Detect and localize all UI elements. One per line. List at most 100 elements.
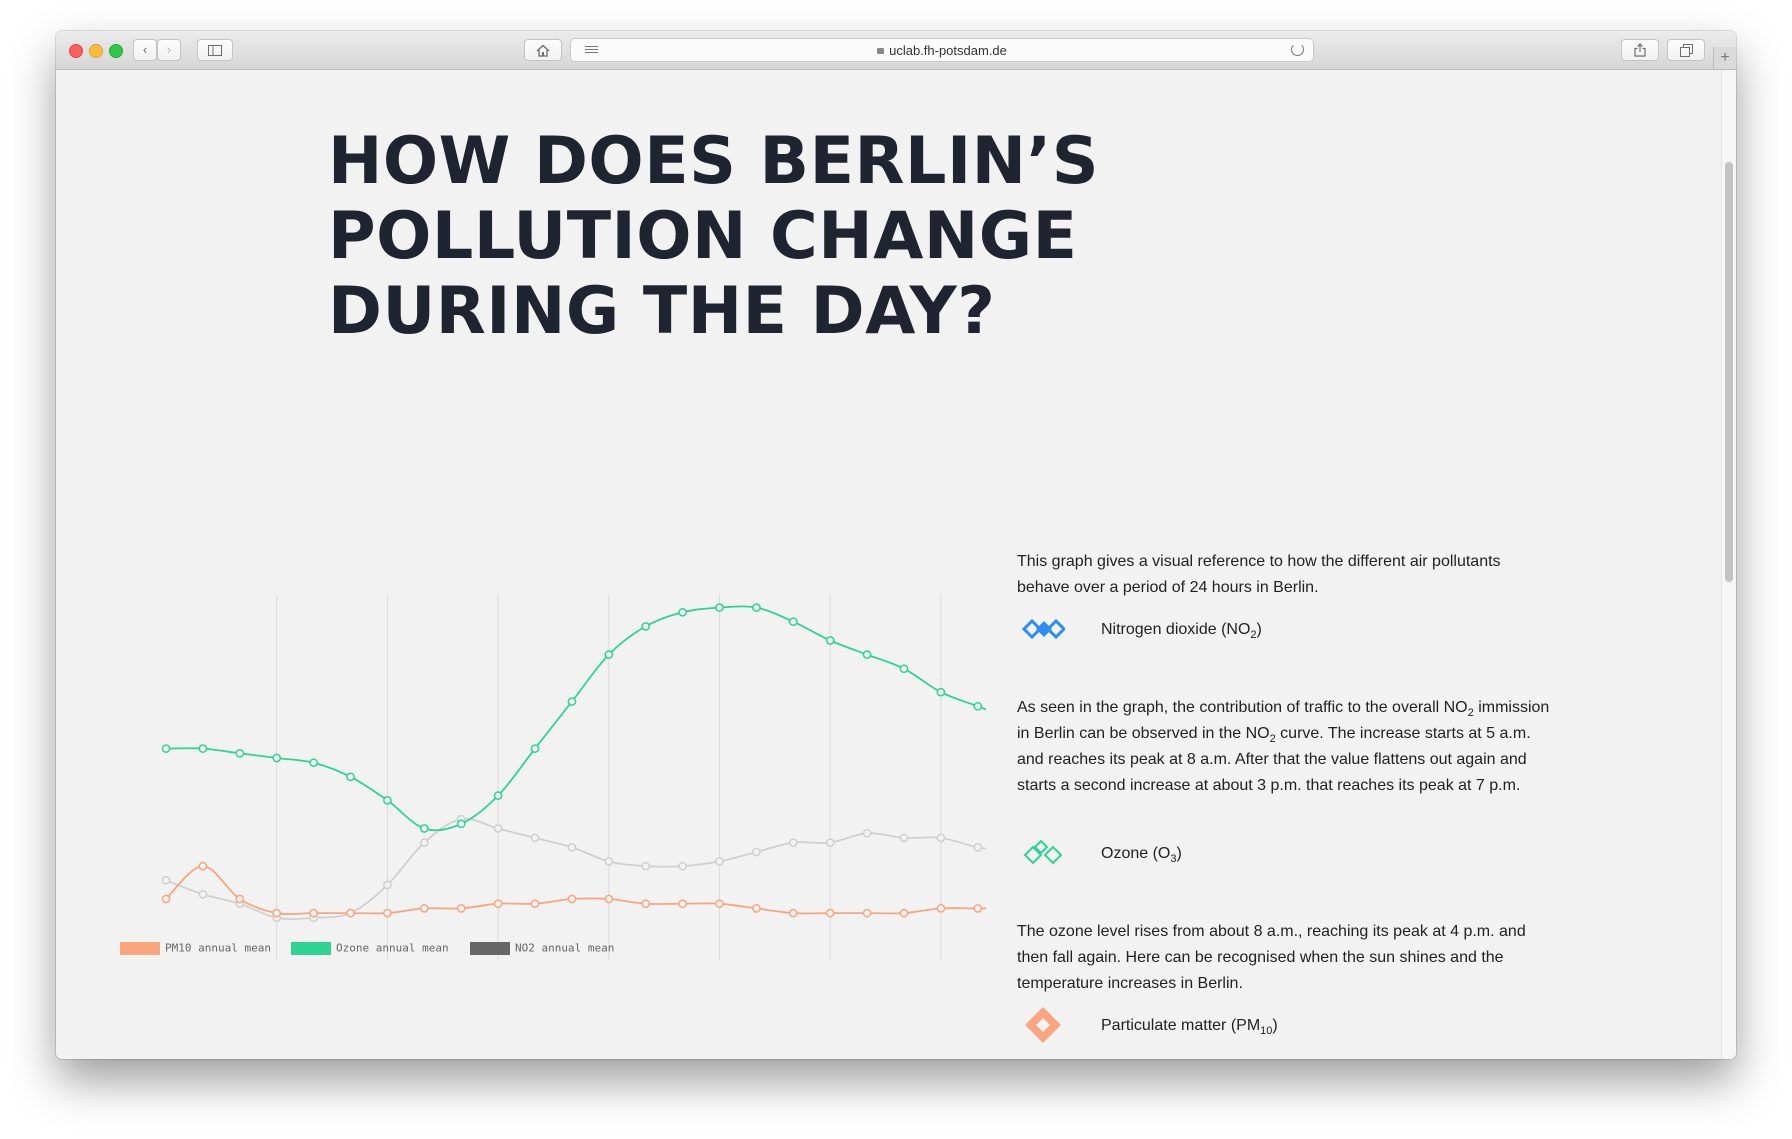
data-point-no2 [161,875,171,885]
data-point-pm10 [493,899,503,909]
data-point-no2 [973,842,983,852]
data-point-pm10 [383,908,392,918]
home-button[interactable] [524,39,562,61]
data-point-no2 [752,847,761,857]
data-point-pm10 [567,894,577,904]
chevron-right-icon: › [166,42,172,57]
data-point-ozone [936,687,946,697]
ozone-description: The ozone level rises from about 8 a.m.,… [1017,923,1526,992]
data-point-no2 [198,889,208,899]
back-button[interactable]: ‹ [133,39,157,61]
data-point-ozone [272,753,282,763]
data-point-pm10 [456,904,466,913]
page-content: HOW DOES BERLIN’S POLLUTION CHANGE DURIN… [56,70,1736,1059]
pollutant-label-no2: Nitrogen dioxide (NO2) [1101,621,1262,642]
data-point-pm10 [346,908,355,918]
home-icon [536,44,550,57]
legend-item-no2: NO2 annual mean [470,941,614,955]
chevron-left-icon: ‹ [142,42,148,57]
data-point-pm10 [752,904,761,913]
data-point-pm10 [198,861,208,871]
data-point-no2 [604,857,614,866]
data-point-pm10 [309,908,318,918]
tabs-icon [1679,44,1693,57]
url-text: uclab.fh-potsdam.de [889,43,1007,58]
sidebar-toggle-button[interactable] [197,39,233,61]
close-window-button[interactable] [69,44,83,58]
intro-text: This graph gives a visual reference to h… [1017,553,1501,596]
data-point-pm10 [272,908,282,918]
plus-icon: + [1720,49,1730,66]
data-point-no2 [788,838,798,847]
pollution-line-chart: 00:0003:0006:0009:0012:0015:0018:0021:00 [161,594,986,960]
legend-item-ozone: Ozone annual mean [291,941,449,955]
diamond-outline-green-icon [1023,839,1063,865]
data-point-ozone [456,819,466,829]
new-tab-button[interactable]: + [1713,47,1736,69]
data-point-pm10 [604,894,614,904]
pollutant-no2: Nitrogen dioxide (NO2) [1017,609,1557,649]
data-point-no2 [383,880,392,890]
data-point-pm10 [973,904,983,913]
data-point-ozone [161,744,171,753]
tabs-overview-button[interactable] [1667,39,1705,61]
data-point-ozone [788,617,798,627]
zoom-window-button[interactable] [109,44,123,58]
share-button[interactable] [1621,39,1659,61]
pollutant-label-ozone: Ozone (O3) [1101,845,1182,866]
data-point-no2 [899,833,909,843]
data-point-ozone [493,791,503,800]
scrollbar-thumb[interactable] [1725,162,1733,582]
data-point-no2 [641,861,651,871]
data-point-ozone [678,607,687,617]
data-point-no2 [936,833,946,843]
share-icon [1634,43,1646,57]
minimize-window-button[interactable] [89,44,103,58]
data-point-no2 [825,838,835,847]
pollutant-ozone: Ozone (O3) [1017,833,1557,873]
diamond-orange-icon [1025,1007,1061,1043]
legend-item-pm10: PM10 annual mean [120,941,271,955]
data-point-no2 [862,828,872,838]
data-point-no2 [678,861,687,871]
data-point-no2 [567,842,577,852]
browser-toolbar: ‹ › uclab.fh-potsdam.de + [56,31,1736,70]
legend-swatch [291,941,331,955]
data-point-ozone [752,603,761,612]
address-bar[interactable]: uclab.fh-potsdam.de [570,38,1314,62]
diamond-pair-blue-icon [1021,618,1065,640]
data-point-ozone [567,697,577,706]
data-point-ozone [235,748,245,758]
data-point-ozone [899,664,909,674]
data-point-ozone [530,744,540,753]
legend-swatch [470,941,510,955]
data-point-pm10 [825,908,835,918]
data-point-ozone [604,650,614,659]
legend-swatch [120,941,160,955]
data-point-pm10 [161,894,171,904]
forward-button[interactable]: › [157,39,181,61]
data-point-pm10 [530,899,540,909]
data-point-ozone [419,824,429,833]
series-line-ozone [165,605,986,832]
pollutant-label-pm10: Particulate matter (PM10) [1101,1017,1278,1038]
data-point-no2 [530,833,540,843]
series-line-pm10 [165,865,986,916]
data-point-ozone [383,795,392,805]
data-point-pm10 [715,899,724,909]
legend-label: Ozone annual mean [336,941,449,955]
reload-icon[interactable] [1291,43,1304,56]
data-point-pm10 [936,904,946,913]
lock-icon [877,48,885,54]
data-point-ozone [825,636,835,645]
data-point-ozone [198,744,208,753]
data-point-no2 [493,824,503,833]
reader-icon[interactable] [585,46,598,55]
scrollbar[interactable] [1721,70,1736,1059]
data-point-pm10 [678,899,687,909]
data-point-ozone [346,772,355,782]
data-point-ozone [715,603,724,612]
legend-label: PM10 annual mean [165,941,271,955]
data-point-no2 [715,857,724,866]
browser-window: ‹ › uclab.fh-potsdam.de + HOW DOES BERLI… [56,31,1736,1059]
